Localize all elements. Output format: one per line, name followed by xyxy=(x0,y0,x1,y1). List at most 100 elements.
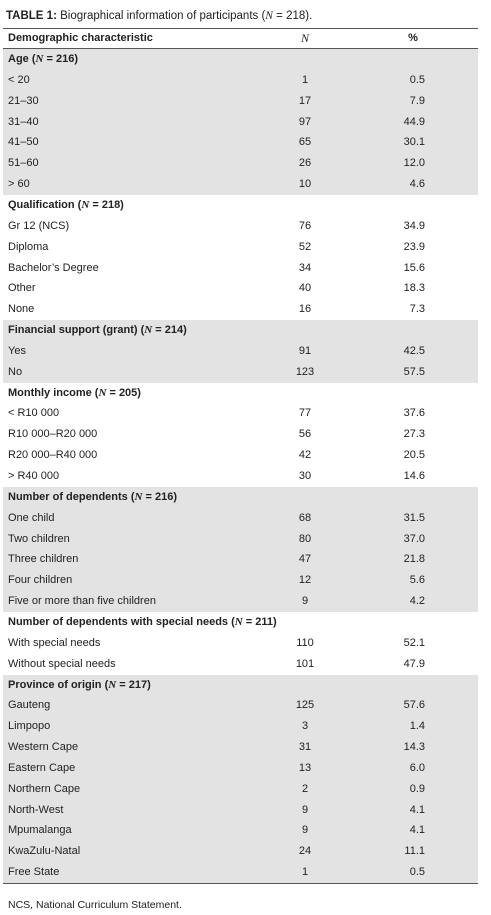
cell-n: 56 xyxy=(298,428,312,441)
cell-percent: 7.9 xyxy=(409,94,425,107)
section-heading: Number of dependents (N = 216) xyxy=(8,487,177,507)
cell-label: Free State xyxy=(8,866,60,879)
text-segment: = 216) xyxy=(43,53,79,65)
text-segment: Number of dependents with special needs … xyxy=(8,615,235,628)
cell-label: Bachelor’s Degree xyxy=(8,261,99,274)
cell-n: 47 xyxy=(298,553,312,566)
text-segment: N xyxy=(234,615,243,628)
cell-label: Western Cape xyxy=(8,741,79,754)
cell-percent: 0.9 xyxy=(409,782,425,795)
cell-n: 101 xyxy=(295,657,315,670)
cell-n: 52 xyxy=(298,240,312,253)
text-segment: = 216) xyxy=(142,490,178,503)
cell-n: 110 xyxy=(296,636,314,649)
cell-label: Without special needs xyxy=(8,657,116,670)
text-segment: = 218) xyxy=(89,198,124,211)
cell-label: Five or more than five children xyxy=(8,595,156,608)
cell-n: 77 xyxy=(298,407,312,420)
cell-label: Yes xyxy=(8,344,26,357)
cell-percent: 57.5 xyxy=(403,365,425,378)
section-heading: Financial support (grant) (N = 214) xyxy=(8,320,187,340)
text-segment: = 214) xyxy=(152,324,187,337)
cell-percent: 34.9 xyxy=(403,219,425,232)
header-percent: % xyxy=(408,32,418,44)
section-heading: Qualification (N = 218) xyxy=(8,195,124,215)
cell-label: Gauteng xyxy=(8,699,51,712)
section-shade xyxy=(3,49,478,195)
section-shade xyxy=(3,486,478,612)
text-segment: Monthly income ( xyxy=(8,386,99,399)
header-label: Demographic characteristic xyxy=(8,32,153,44)
text-segment: N xyxy=(144,324,153,337)
cell-percent: 4.1 xyxy=(409,824,425,837)
cell-label: With special needs xyxy=(8,636,101,649)
section-heading: Monthly income (N = 205) xyxy=(8,383,141,403)
cell-label: 51–60 xyxy=(8,157,39,170)
cell-label: 31–40 xyxy=(8,115,39,128)
text-segment: N xyxy=(35,53,44,65)
cell-n: 68 xyxy=(298,511,312,524)
cell-n: 9 xyxy=(301,803,309,816)
text-segment: N xyxy=(134,490,143,503)
cell-label: 21–30 xyxy=(8,94,39,107)
cell-label: < 20 xyxy=(8,73,30,86)
cell-percent: 21.8 xyxy=(403,553,425,566)
text-segment: Financial support (grant) ( xyxy=(8,324,145,337)
text-segment: Qualification ( xyxy=(8,198,82,211)
cell-percent: 4.2 xyxy=(409,595,425,608)
text-segment: = 218). xyxy=(272,10,313,22)
cell-percent: 15.6 xyxy=(403,261,425,274)
rule xyxy=(3,28,478,29)
cell-n: 24 xyxy=(298,845,312,858)
cell-label: R10 000–R20 000 xyxy=(8,428,98,441)
cell-n: 30 xyxy=(298,470,312,482)
footnote: NCS, National Curriculum Statement. xyxy=(8,899,182,911)
text-segment: Biographical information of participants… xyxy=(60,10,266,22)
cell-n: 9 xyxy=(301,595,309,608)
cell-label: Mpumalanga xyxy=(8,824,72,837)
table-title: TABLE 1: Biographical information of par… xyxy=(6,6,312,26)
cell-n: 65 xyxy=(298,136,312,149)
cell-n: 26 xyxy=(298,157,312,170)
cell-n: 31 xyxy=(298,741,312,754)
section-heading: Number of dependents with special needs … xyxy=(8,612,277,632)
text-segment: Age ( xyxy=(8,53,36,65)
cell-n: 13 xyxy=(298,761,312,774)
cell-percent: 18.3 xyxy=(403,282,425,295)
header-n: N xyxy=(300,31,309,45)
cell-percent: 42.5 xyxy=(403,344,425,357)
text-segment: N xyxy=(108,678,117,691)
cell-percent: 11.1 xyxy=(404,845,425,858)
cell-percent: 0.5 xyxy=(409,866,425,879)
cell-n: 80 xyxy=(298,532,312,545)
text-segment: N xyxy=(98,386,107,399)
cell-percent: 20.5 xyxy=(403,449,425,462)
cell-label: No xyxy=(8,365,23,378)
cell-label: > 60 xyxy=(8,178,30,191)
cell-label: < R10 000 xyxy=(8,407,60,420)
cell-percent: 14.3 xyxy=(403,741,425,754)
cell-percent: 4.6 xyxy=(409,178,425,191)
cell-n: 17 xyxy=(298,94,312,107)
text-segment: N xyxy=(265,10,273,22)
cell-label: 41–50 xyxy=(8,136,39,149)
section-shade xyxy=(3,674,478,883)
section-heading: Age (N = 216) xyxy=(8,49,78,69)
title-text: Biographical information of participants… xyxy=(60,10,312,22)
cell-label: Diploma xyxy=(8,240,49,253)
cell-percent: 31.5 xyxy=(403,511,425,524)
cell-label: Four children xyxy=(8,574,73,587)
cell-percent: 1.4 xyxy=(409,720,425,733)
cell-label: One child xyxy=(8,511,55,524)
cell-n: 1 xyxy=(301,73,309,86)
cell-n: 123 xyxy=(295,365,315,378)
cell-label: Eastern Cape xyxy=(8,761,76,774)
section-heading: Province of origin (N = 217) xyxy=(8,675,151,695)
cell-percent: 5.6 xyxy=(409,574,425,587)
cell-n: 12 xyxy=(298,574,312,587)
cell-n: 40 xyxy=(298,282,312,295)
cell-percent: 57.6 xyxy=(403,699,425,712)
cell-n: 97 xyxy=(298,115,312,128)
cell-n: 76 xyxy=(298,219,312,232)
